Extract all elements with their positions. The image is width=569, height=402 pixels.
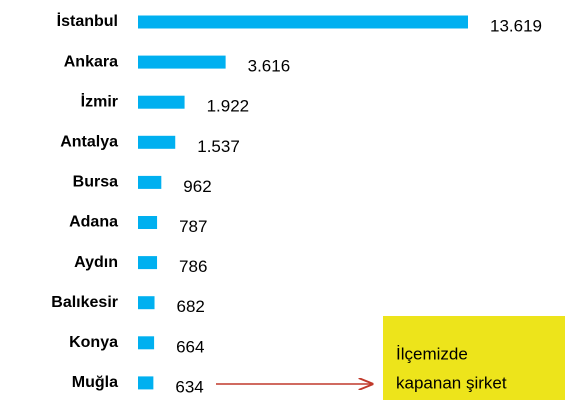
value-label: 962 [183, 177, 211, 196]
category-label: Muğla [72, 374, 118, 391]
annotation-box [383, 316, 565, 400]
annotation-line: İlçemizde [396, 344, 468, 363]
bar [138, 256, 158, 270]
bar [138, 336, 155, 350]
category-label: Adana [69, 214, 118, 231]
category-label: İzmir [81, 92, 118, 110]
bar [138, 296, 155, 310]
category-label: Konya [69, 334, 118, 351]
value-label: 787 [179, 217, 207, 236]
value-label: 664 [176, 337, 204, 356]
category-label: Balıkesir [51, 294, 118, 311]
bar [138, 15, 468, 29]
annotation-line: kapanan şirket [396, 373, 507, 392]
category-label: İstanbul [57, 12, 118, 30]
bar [138, 55, 226, 69]
category-label: Bursa [73, 174, 118, 191]
value-label: 682 [177, 297, 205, 316]
value-label: 786 [179, 257, 207, 276]
value-label: 1.537 [197, 137, 240, 156]
bar [138, 135, 176, 149]
bar [138, 216, 158, 229]
category-label: Antalya [60, 134, 118, 151]
value-label: 13.619 [490, 16, 542, 35]
value-label: 1.922 [207, 97, 250, 116]
bar [138, 175, 162, 189]
bar [138, 376, 154, 390]
value-label: 634 [175, 377, 203, 396]
category-label: Ankara [64, 53, 118, 70]
bar [138, 95, 185, 109]
category-label: Aydın [74, 254, 118, 271]
value-label: 3.616 [248, 57, 291, 76]
